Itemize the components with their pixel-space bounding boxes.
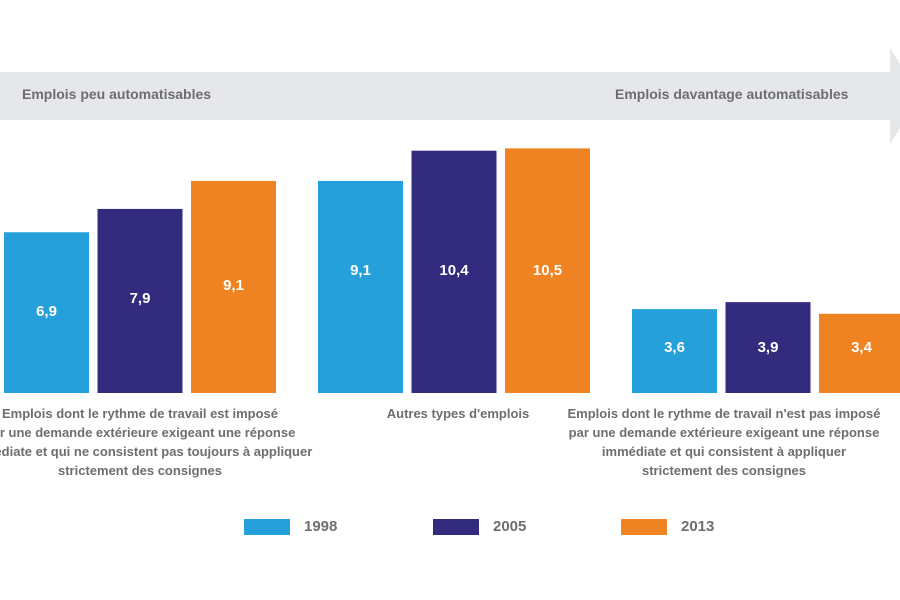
category-label-1: Emplois dont le rythme de travail est im…	[0, 404, 350, 480]
category-label-3: Emplois dont le rythme de travail n'est …	[514, 404, 900, 480]
arrow-head-icon	[890, 48, 900, 144]
legend-item-1998: 1998	[244, 518, 337, 535]
bar-2013-2	[505, 148, 590, 393]
data-label: 3,4	[851, 339, 873, 356]
category-label-line: par une demande extérieure exigeant une …	[568, 425, 880, 440]
legend-item-2005: 2005	[433, 518, 526, 535]
data-label: 10,4	[439, 262, 469, 279]
bar-1998-2	[318, 180, 403, 393]
category-label-line: immédiate et qui ne consistent pas toujo…	[0, 444, 313, 459]
data-label: 3,6	[664, 339, 685, 356]
legend-swatch	[244, 518, 290, 535]
bar-2005-3	[725, 302, 811, 393]
category-label-line: Autres types d'emplois	[386, 406, 530, 421]
category-label-line: immédiate et qui consistent à appliquer	[601, 444, 847, 459]
category-label-line: strictement des consignes	[58, 463, 222, 478]
bar-2005-2	[411, 150, 497, 393]
bar-2005-1	[97, 208, 183, 393]
bar-1998-1	[4, 232, 89, 393]
data-label: 6,9	[36, 303, 57, 320]
legend-swatch	[621, 518, 667, 535]
data-label: 9,1	[223, 277, 244, 294]
data-label: 7,9	[130, 290, 151, 307]
bar-2013-3	[819, 313, 900, 393]
legend-label: 1998	[304, 518, 338, 535]
automation-scale-band	[0, 72, 892, 120]
legend-label: 2013	[681, 518, 715, 535]
left-scale-label: Emplois peu automatisables	[22, 86, 212, 102]
right-scale-label: Emplois davantage automatisables	[615, 86, 849, 102]
bar-2013-1	[191, 180, 276, 393]
category-label-line: Emplois dont le rythme de travail est im…	[2, 406, 278, 421]
bar-1998-3	[632, 309, 717, 393]
category-label-line: Emplois dont le rythme de travail n'est …	[567, 406, 881, 421]
data-label: 9,1	[350, 262, 371, 279]
data-label: 3,9	[758, 339, 779, 356]
legend-item-2013: 2013	[621, 518, 714, 535]
category-label-line: par une demande extérieure exigeant une …	[0, 425, 296, 440]
legend-swatch	[433, 518, 479, 535]
data-label: 10,5	[533, 262, 562, 279]
legend-label: 2005	[493, 518, 527, 535]
category-label-2: Autres types d'emplois	[248, 404, 668, 423]
category-label-line: strictement des consignes	[642, 463, 806, 478]
